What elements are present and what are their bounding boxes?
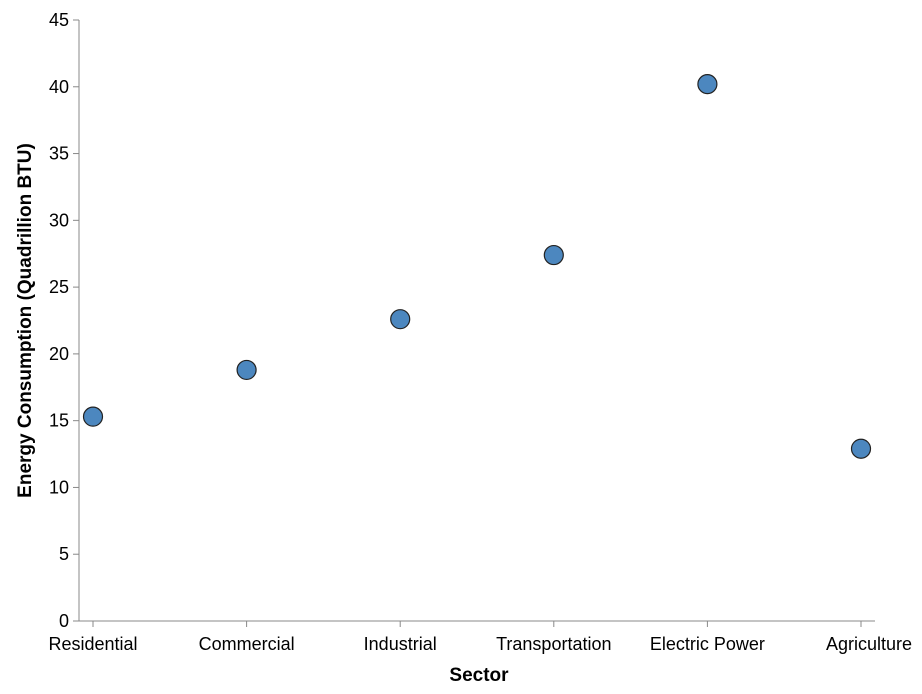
- y-tick-label: 45: [49, 10, 69, 30]
- y-tick-label: 15: [49, 411, 69, 431]
- x-tick-label: Residential: [48, 634, 137, 654]
- x-tick-label: Electric Power: [650, 634, 765, 654]
- x-tick-label: Commercial: [199, 634, 295, 654]
- y-axis-title: Energy Consumption (Quadrillion BTU): [15, 143, 36, 498]
- x-tick-label: Industrial: [364, 634, 437, 654]
- y-tick-label: 30: [49, 210, 69, 230]
- y-tick-label: 20: [49, 344, 69, 364]
- y-tick-label: 35: [49, 144, 69, 164]
- y-tick-label: 25: [49, 277, 69, 297]
- x-tick-label: Agriculture: [826, 634, 912, 654]
- data-point: [236, 359, 257, 381]
- data-points: [82, 74, 872, 459]
- x-axis-title: Sector: [449, 665, 509, 686]
- data-point: [850, 438, 872, 459]
- data-point: [697, 74, 718, 95]
- x-tick-label: Transportation: [496, 634, 611, 654]
- x-axis: Residential Commercial Industrial Transport…: [48, 620, 912, 654]
- data-point: [82, 406, 104, 427]
- data-point: [543, 244, 564, 266]
- y-tick-label: 10: [49, 477, 69, 497]
- y-tick-label: 40: [49, 77, 69, 97]
- y-tick-label: 5: [59, 544, 69, 564]
- data-point: [390, 309, 411, 330]
- y-axis: 0 5 10 15 20 25 30 35 40 45: [49, 10, 80, 631]
- y-tick-label: 0: [59, 611, 69, 631]
